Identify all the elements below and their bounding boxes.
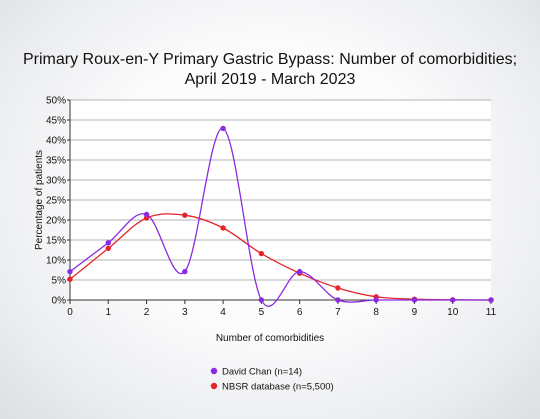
legend-item-nbsr: NBSR database (n=5,500): [210, 382, 334, 393]
data-point-david-chan: [411, 297, 418, 303]
y-tick-label: 30%: [46, 176, 66, 187]
y-tick-label: 45%: [46, 116, 66, 127]
data-point-david-chan: [450, 297, 456, 303]
y-tick-label: 10%: [46, 256, 66, 267]
legend-label-david-chan: David Chan (n=14): [222, 367, 302, 378]
x-tick-label: 5: [259, 307, 265, 318]
data-point-nbsr: [258, 250, 265, 257]
x-tick-label: 4: [220, 307, 226, 318]
data-point-nbsr: [67, 276, 73, 282]
legend-item-david-chan: David Chan (n=14): [210, 367, 302, 378]
y-tick-label: 0%: [52, 296, 67, 307]
data-point-david-chan: [67, 268, 73, 275]
y-axis-label: Percentage of patients: [34, 150, 45, 250]
data-point-david-chan: [220, 125, 226, 132]
chart-subtitle: April 2019 - March 2023: [185, 71, 356, 88]
chart-title: Primary Roux-en-Y Primary Gastric Bypass…: [23, 51, 517, 68]
data-point-david-chan: [105, 240, 111, 246]
data-point-nbsr: [335, 285, 341, 291]
data-point-nbsr: [220, 225, 226, 231]
y-tick-label: 40%: [46, 136, 66, 147]
y-tick-label: 50%: [46, 96, 66, 107]
legend: David Chan (n=14) NBSR database (n=5,500…: [210, 367, 334, 393]
data-point-david-chan: [143, 211, 150, 218]
x-tick-label: 3: [182, 307, 188, 318]
y-tick-label: 5%: [52, 276, 67, 287]
x-tick-label: 9: [412, 307, 418, 318]
series-line-nbsr: [69, 213, 492, 301]
x-tick-label: 7: [335, 307, 341, 318]
legend-marker-david-chan: [210, 367, 218, 375]
x-tick-label: 2: [144, 307, 150, 318]
x-tick-label: 8: [373, 307, 379, 318]
data-point-david-chan: [335, 297, 341, 303]
legend-label-nbsr: NBSR database (n=5,500): [222, 382, 334, 393]
plot-area: 0% 5% 10% 15% 20% 25% 30% 35% 40% 45% 50% 0 1 2 3 4 5 6 7 8…: [46, 96, 497, 319]
data-point-david-chan: [258, 297, 265, 303]
data-point-david-chan: [296, 268, 303, 275]
data-point-david-chan: [182, 268, 188, 275]
data-point-david-chan: [373, 297, 379, 303]
x-tick-label: 10: [447, 307, 459, 318]
data-point-nbsr: [105, 245, 111, 252]
x-tick-label: 6: [297, 307, 303, 318]
x-axis-label: Number of comorbidities: [216, 333, 324, 344]
data-point-david-chan: [488, 297, 494, 303]
y-tick-label: 20%: [46, 216, 66, 227]
legend-marker-nbsr: [210, 382, 218, 390]
data-point-nbsr: [182, 212, 188, 218]
x-tick-label: 0: [67, 307, 73, 318]
y-tick-label: 15%: [46, 236, 66, 247]
y-tick-label: 25%: [46, 196, 66, 207]
y-tick-label: 35%: [46, 156, 66, 167]
x-tick-label: 1: [105, 307, 111, 318]
x-tick-label: 11: [486, 307, 497, 318]
